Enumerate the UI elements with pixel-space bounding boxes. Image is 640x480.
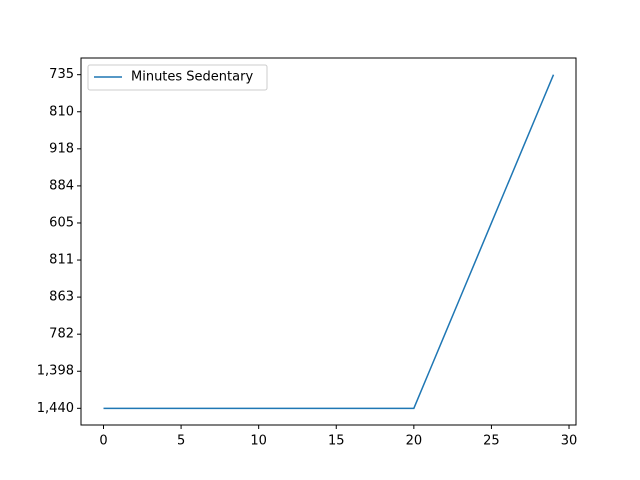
- x-tick-label: 10: [250, 434, 267, 449]
- y-tick-label: 863: [49, 290, 74, 305]
- y-tick-label: 918: [49, 141, 74, 156]
- x-tick-label: 0: [99, 434, 107, 449]
- y-tick-label: 782: [49, 327, 74, 342]
- x-tick-label: 20: [406, 434, 423, 449]
- legend-label: Minutes Sedentary: [131, 70, 253, 85]
- y-tick-label: 735: [49, 67, 74, 82]
- y-tick-label: 884: [49, 178, 74, 193]
- y-tick-label: 810: [49, 104, 74, 119]
- x-tick-label: 15: [328, 434, 345, 449]
- x-tick-label: 25: [483, 434, 500, 449]
- y-tick-label: 605: [49, 215, 74, 230]
- x-tick-label: 30: [561, 434, 578, 449]
- line-series: [103, 74, 555, 410]
- y-tick-label: 811: [49, 253, 74, 268]
- legend-box: [87, 64, 268, 91]
- plot-area: [80, 57, 577, 426]
- legend: Minutes Sedentary: [87, 64, 268, 91]
- y-tick-label: 1,398: [37, 364, 74, 379]
- y-tick-label: 1,440: [37, 401, 74, 416]
- x-tick-label: 5: [177, 434, 185, 449]
